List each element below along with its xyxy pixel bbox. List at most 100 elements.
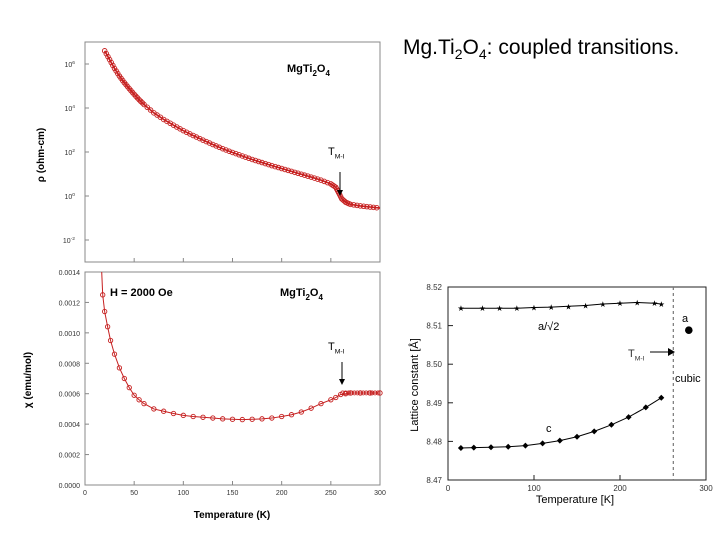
susceptibility-data-point [288,412,295,418]
susceptibility-data-point [126,384,132,391]
lattice-c-diamond-marker [642,404,649,411]
resistivity-data-point [190,132,196,139]
resistivity-data-point [255,158,262,165]
resistivity-y-tick-label: 104 [64,104,75,113]
resistivity-data-point [301,172,308,178]
resistivity-data-point [223,147,229,153]
lattice-y-tick-label: 8.47 [426,476,442,485]
resistivity-data-point [246,155,252,162]
susceptibility-data-point [116,365,123,371]
resistivity-data-point [373,204,380,211]
resistivity-data-point [249,156,255,163]
resistivity-y-tick-label: 106 [64,60,75,69]
lattice-y-tick-label: 8.52 [426,283,442,292]
lattice-a-star-marker: ★ [530,303,537,312]
lattice-a2-label: a/√2 [538,321,559,333]
susceptibility-data-point [131,392,137,398]
resistivity-data-point [133,93,139,99]
resistivity-data-point [367,204,373,210]
susceptibility-data-point [333,394,339,401]
susceptibility-y-tick-label: 0.0012 [59,300,81,307]
susceptibility-data-point [190,413,196,420]
lattice-y-tick-label: 8.48 [426,437,442,446]
resistivity-data-point [134,95,141,101]
resistivity-data-point [236,152,242,158]
resistivity-data-point [103,50,110,57]
resistivity-panel-title-text: MgTi2O4 [287,63,330,78]
susceptibility-data-point [107,337,114,344]
lattice-c-diamond-marker [457,444,464,451]
resistivity-y-tick-label: 10-2 [63,236,75,245]
lattice-plot-frame [447,286,707,481]
susceptibility-panel-title: MgTi2O4 [280,287,323,302]
susceptibility-x-tick-label: 100 [177,490,189,497]
resistivity-data-point [298,171,305,177]
lattice-a-star-marker: ★ [599,300,606,309]
resistivity-data-point [288,168,295,175]
resistivity-data-point [137,98,144,105]
resistivity-axis-label: ρ (ohm-cm) [36,128,47,183]
lattice-cubic-a-label: a [682,313,689,325]
lattice-c-diamond-marker [591,428,598,435]
susceptibility-data-point [210,415,216,421]
resistivity-y-tick-label: 102 [64,148,75,157]
resistivity-data-point [357,203,364,209]
lattice-c-diamond-marker [539,440,546,447]
susceptibility-data-point [346,390,351,396]
susceptibility-y-tick-label: 0.0010 [59,331,81,338]
title-part-3: : coupled transitions. [486,36,680,59]
lattice-a-star-marker: ★ [457,304,464,313]
resistivity-tmi-label: TM-I [328,146,345,160]
susceptibility-data-point [180,412,186,418]
resistivity-data-point [305,173,311,179]
susceptibility-data-point [269,415,275,421]
resistivity-data-point [239,153,246,159]
resistivity-data-point [308,174,314,180]
susceptibility-tmi-arrow-head [339,379,345,385]
lattice-c-diamond-marker [522,442,529,449]
susceptibility-field-label: H = 2000 Oe [110,287,173,299]
resistivity-data-point [351,202,357,208]
resistivity-data-point [321,178,328,185]
resistivity-data-point [318,177,324,183]
resistivity-data-point [265,161,272,168]
lattice-y-tick-label: 8.49 [426,399,442,408]
susceptibility-data-point [279,413,285,420]
resistivity-data-point [213,143,219,149]
susceptibility-data-point [239,416,245,423]
susceptibility-x-tick-label: 200 [276,490,288,497]
resistivity-data-point [200,137,206,143]
resistivity-data-point [203,138,210,145]
susceptibility-plot-frame [84,271,381,486]
lattice-c-label: c [546,423,552,435]
lattice-y-tick-label: 8.51 [426,322,442,331]
resistivity-data-point [141,101,147,108]
resistivity-data-point [262,160,269,167]
lattice-cubic-label: cubic [675,373,701,385]
susceptibility-data-point [151,406,157,412]
lattice-c-diamond-marker [608,421,615,428]
susceptibility-data-point [340,390,346,396]
resistivity-data-point [364,203,370,210]
lattice-x-axis-label: Temperature [K] [536,494,614,506]
resistivity-data-point [136,96,142,103]
susceptibility-data-point [354,390,360,396]
lattice-c-diamond-marker [470,444,477,451]
susceptibility-series-line [102,294,380,421]
resistivity-data-point [206,140,213,146]
susceptibility-x-tick-label: 150 [227,490,239,497]
lattice-a-star-marker: ★ [565,302,572,311]
resistivity-y-tick-label: 100 [64,192,75,201]
resistivity-data-point [105,53,111,60]
susceptibility-data-point [318,400,324,407]
lattice-a-star-marker: ★ [658,300,665,309]
susceptibility-data-point [352,390,357,396]
resistivity-data-point [275,164,282,171]
resistivity-data-point [278,165,285,172]
resistivity-data-point [242,154,249,160]
lattice-a-star-marker: ★ [651,299,658,308]
title-part-2: O [462,36,479,59]
susceptibility-data-point [136,397,142,403]
susceptibility-data-point [363,390,369,396]
